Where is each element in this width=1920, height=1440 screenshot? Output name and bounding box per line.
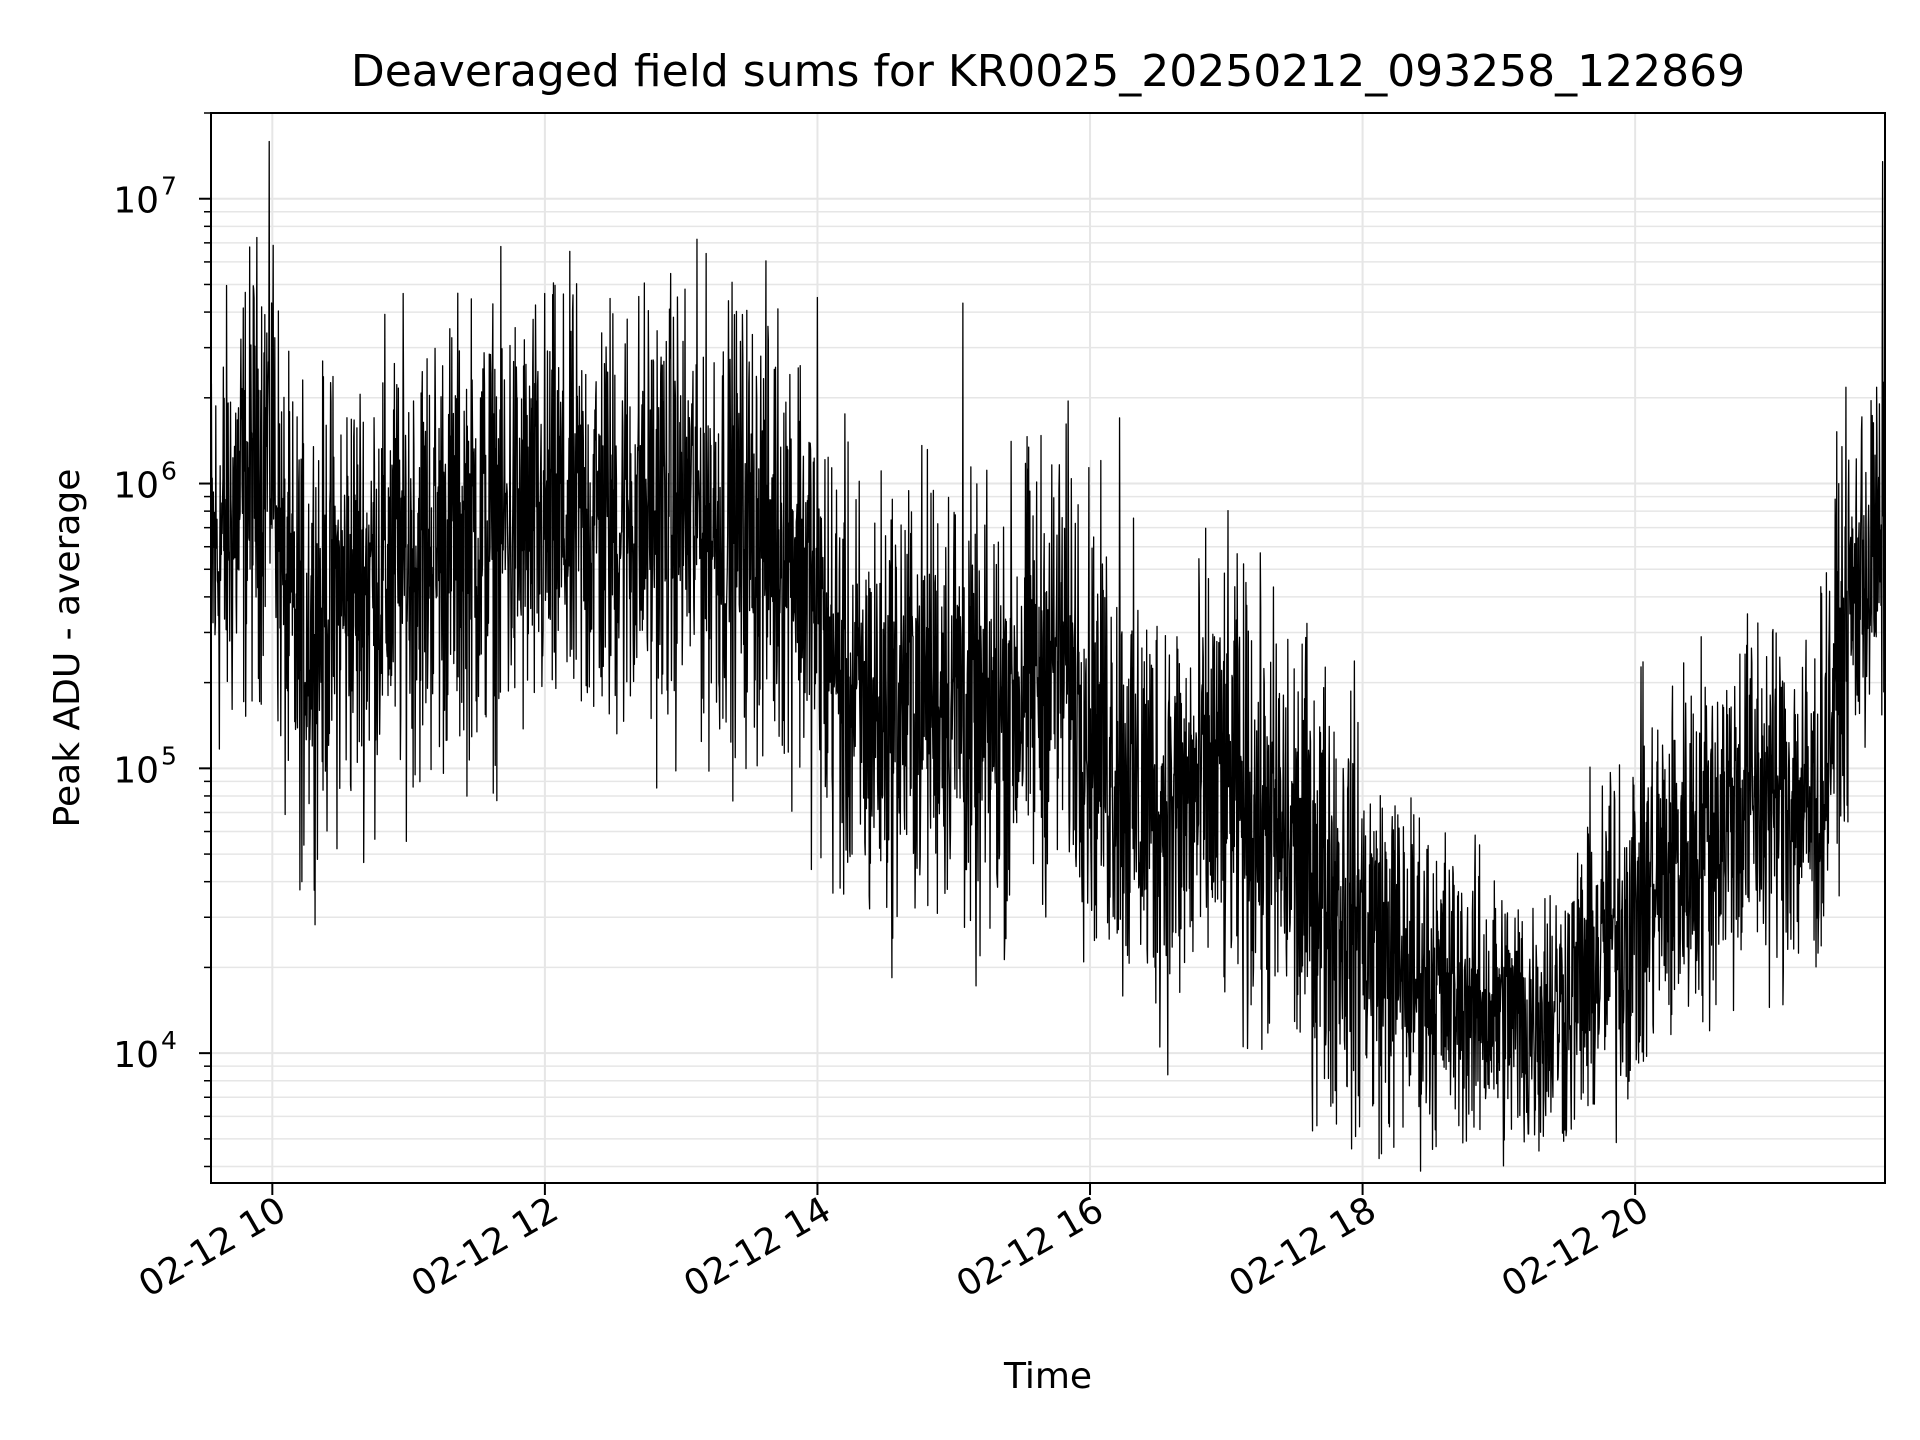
x-tick-label: 02-12 12 (405, 1189, 566, 1305)
chart-title: Deaveraged field sums for KR0025_2025021… (351, 46, 1745, 97)
y-tick-exponent: 7 (161, 172, 177, 201)
y-tick-exponent: 5 (161, 741, 177, 770)
x-tick-label: 02-12 10 (132, 1189, 293, 1305)
series-line (210, 140, 1886, 1172)
x-tick-label: 02-12 20 (1495, 1189, 1656, 1305)
y-axis-label: Peak ADU - average (47, 469, 88, 828)
x-tick-label: 02-12 18 (1222, 1189, 1383, 1305)
x-axis: 02-12 10 02-12 12 02-12 14 02-12 16 02-12 18… (132, 1183, 1656, 1306)
series-layer (210, 140, 1886, 1172)
plot-frame (210, 112, 1886, 1184)
major-gridlines (211, 113, 1885, 1183)
x-tick-label: 02-12 14 (677, 1189, 838, 1305)
x-axis-label: Time (1003, 1356, 1092, 1397)
y-tick-exponent: 4 (161, 1026, 177, 1055)
y-tick-label: 10 (113, 750, 159, 791)
y-tick-label: 10 (113, 466, 159, 507)
x-tick-label: 02-12 16 (950, 1189, 1111, 1305)
y-tick-label: 10 (113, 181, 159, 222)
y-tick-exponent: 6 (161, 457, 177, 486)
y-tick-label: 10 (113, 1035, 159, 1076)
plot-area (210, 112, 1886, 1184)
